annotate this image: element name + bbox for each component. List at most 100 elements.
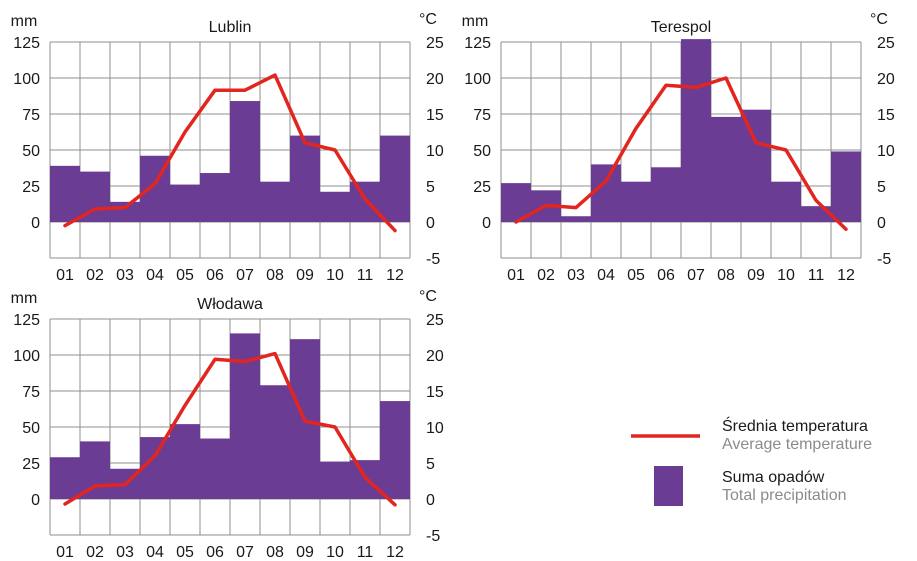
precipitation-bar <box>50 457 80 499</box>
month-tick-label: 03 <box>567 267 585 284</box>
precipitation-bar <box>200 438 230 499</box>
month-tick-label: 02 <box>86 267 104 284</box>
month-tick-label: 10 <box>326 544 344 561</box>
precipitation-bar <box>350 181 380 222</box>
chart-title: Terespol <box>651 19 711 36</box>
right-tick-label: 25 <box>426 35 444 52</box>
left-tick-label: 125 <box>464 35 491 52</box>
left-tick-label: 75 <box>473 107 491 124</box>
precipitation-bar <box>621 181 651 222</box>
month-tick-label: 04 <box>146 544 164 561</box>
left-axis-unit: mm <box>462 13 489 30</box>
month-tick-label: 03 <box>116 267 134 284</box>
left-tick-label: 100 <box>13 348 40 365</box>
precipitation-bar <box>290 135 320 222</box>
month-tick-label: 05 <box>176 267 194 284</box>
right-tick-label: 25 <box>426 312 444 329</box>
month-tick-label: 07 <box>687 267 705 284</box>
right-tick-label: 20 <box>426 348 444 365</box>
precipitation-bar <box>561 216 591 222</box>
right-tick-label: 25 <box>877 35 895 52</box>
right-axis-unit: °C <box>870 11 888 28</box>
month-tick-label: 03 <box>116 544 134 561</box>
precipitation-bar <box>50 165 80 222</box>
left-tick-label: 125 <box>13 35 40 52</box>
precipitation-bar <box>591 164 621 222</box>
precipitation-bar <box>771 181 801 222</box>
left-tick-label: 75 <box>22 384 40 401</box>
month-tick-label: 01 <box>56 267 74 284</box>
chart-title: Lublin <box>209 19 252 36</box>
month-tick-label: 11 <box>357 544 374 561</box>
left-tick-label: 0 <box>31 492 40 509</box>
month-tick-label: 06 <box>657 267 675 284</box>
legend-precipitation-swatch <box>654 466 683 506</box>
right-tick-label: -5 <box>426 251 440 268</box>
precipitation-bar <box>320 461 350 499</box>
right-tick-label: -5 <box>426 528 440 545</box>
precipitation-bar <box>711 116 741 222</box>
right-tick-label: 15 <box>426 384 444 401</box>
month-tick-label: 08 <box>717 267 735 284</box>
month-tick-label: 06 <box>206 267 224 284</box>
month-tick-label: 01 <box>507 267 525 284</box>
month-tick-label: 07 <box>236 544 254 561</box>
right-tick-label: 5 <box>426 179 435 196</box>
left-axis-unit: mm <box>11 290 38 307</box>
month-tick-label: 11 <box>357 267 374 284</box>
precipitation-bar <box>320 191 350 222</box>
precipitation-bar <box>260 181 290 222</box>
right-tick-label: 10 <box>877 143 895 160</box>
legend-temperature-sublabel: Average temperature <box>722 436 872 453</box>
month-tick-label: 02 <box>86 544 104 561</box>
left-tick-label: 25 <box>22 179 40 196</box>
right-tick-label: 15 <box>426 107 444 124</box>
left-tick-label: 100 <box>464 71 491 88</box>
month-tick-label: 06 <box>206 544 224 561</box>
right-tick-label: 5 <box>426 456 435 473</box>
month-tick-label: 12 <box>386 544 404 561</box>
precipitation-bar <box>801 206 831 222</box>
precipitation-bar <box>170 184 200 222</box>
month-tick-label: 11 <box>808 267 825 284</box>
month-tick-label: 12 <box>837 267 855 284</box>
right-tick-label: 10 <box>426 143 444 160</box>
precipitation-bar <box>831 151 861 222</box>
left-tick-label: 25 <box>22 456 40 473</box>
month-tick-label: 04 <box>146 267 164 284</box>
legend: Średnia temperatura Average temperature … <box>631 416 872 506</box>
month-tick-label: 05 <box>176 544 194 561</box>
month-tick-label: 10 <box>326 267 344 284</box>
right-tick-label: 5 <box>877 179 886 196</box>
month-tick-label: 09 <box>747 267 765 284</box>
right-tick-label: 0 <box>877 215 886 232</box>
month-tick-label: 04 <box>597 267 615 284</box>
left-tick-label: 100 <box>13 71 40 88</box>
temperature-line <box>514 76 848 231</box>
precipitation-bar <box>140 437 170 499</box>
right-axis-unit: °C <box>419 288 437 305</box>
left-tick-label: 0 <box>31 215 40 232</box>
right-axis-unit: °C <box>419 11 437 28</box>
precipitation-bar <box>170 424 200 499</box>
left-axis-unit: mm <box>11 13 38 30</box>
left-tick-label: 50 <box>22 420 40 437</box>
month-tick-label: 09 <box>296 544 314 561</box>
temperature-line <box>63 351 397 507</box>
right-tick-label: 20 <box>877 71 895 88</box>
left-tick-label: 75 <box>22 107 40 124</box>
left-tick-label: 50 <box>22 143 40 160</box>
legend-temperature-label: Średnia temperatura <box>722 416 868 435</box>
month-tick-label: 08 <box>266 544 284 561</box>
right-tick-label: 20 <box>426 71 444 88</box>
chart-title: Włodawa <box>197 296 263 313</box>
temperature-line <box>63 73 397 233</box>
month-tick-label: 10 <box>777 267 795 284</box>
precipitation-bar <box>80 441 110 499</box>
month-tick-label: 09 <box>296 267 314 284</box>
